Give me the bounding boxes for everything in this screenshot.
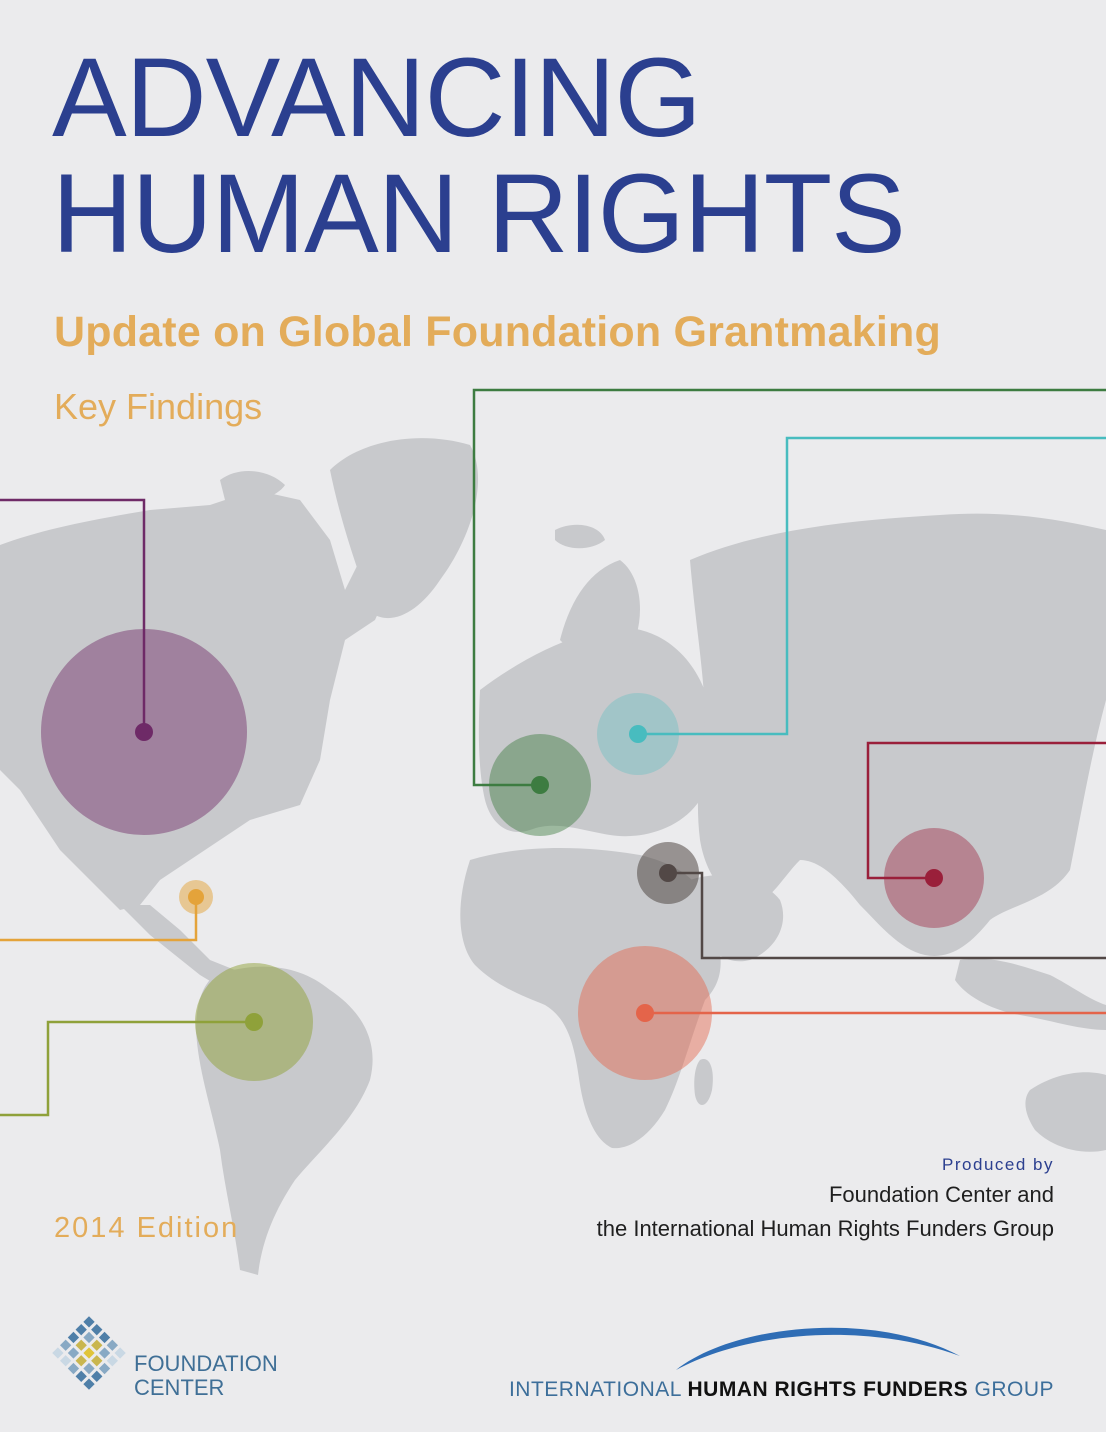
landmass-greenland — [330, 438, 479, 619]
foundation-center-line1: FOUNDATION — [134, 1351, 278, 1376]
producer-line-1: Foundation Center and — [828, 1182, 1054, 1207]
producer-line-2: the International Human Rights Funders G… — [596, 1216, 1054, 1241]
ihrfg-wordmark: INTERNATIONAL HUMAN RIGHTS FUNDERS GROUP — [509, 1378, 1054, 1402]
foundation-center-wordmark: FOUNDATION CENTER — [134, 1352, 278, 1400]
landmass-central-america — [120, 905, 245, 990]
ihrfg-bold: HUMAN RIGHTS FUNDERS — [687, 1378, 969, 1401]
report-title-line1: ADVANCING — [52, 35, 702, 160]
ihrfg-suffix: GROUP — [968, 1378, 1054, 1401]
map-landmasses — [0, 438, 1106, 1275]
landmass-arctic-islands — [220, 470, 605, 549]
produced-by-label: Produced by — [942, 1155, 1054, 1174]
producer-credits: Produced by Foundation Center and the In… — [597, 1152, 1054, 1246]
landmass-southeast-asia — [955, 958, 1106, 1030]
foundation-center-line2: CENTER — [134, 1375, 225, 1400]
report-title-line2: HUMAN RIGHTS — [52, 151, 906, 276]
region-marker-middle-east — [637, 842, 1106, 960]
region-marker-sub-saharan-africa — [578, 946, 1106, 1080]
region-marker-caribbean — [0, 880, 213, 942]
landmass-africa — [460, 848, 721, 1149]
landmass-scandinavia — [560, 560, 640, 659]
edition-label: 2014 Edition — [54, 1212, 240, 1244]
foundation-center-diamond-icon — [52, 1316, 126, 1390]
region-marker-latin-america — [0, 963, 313, 1117]
landmass-uk — [494, 691, 525, 734]
report-subtitle: Update on Global Foundation Grantmaking — [54, 308, 941, 356]
ihrfg-prefix: INTERNATIONAL — [508, 1378, 688, 1401]
landmass-madagascar — [694, 1059, 713, 1106]
ihrfg-arc-icon — [676, 1327, 960, 1370]
landmass-australia — [1025, 1072, 1106, 1152]
report-title: ADVANCING HUMAN RIGHTS — [52, 35, 906, 276]
region-marker-north-america — [0, 498, 247, 835]
region-marker-asia-pacific — [866, 741, 1106, 928]
foundation-center-logo: FOUNDATION CENTER — [52, 1316, 312, 1400]
region-marker-eastern-europe — [597, 436, 1106, 775]
landmass-asia — [690, 513, 1106, 956]
section-label: Key Findings — [54, 386, 263, 427]
region-marker-western-europe — [472, 388, 1106, 836]
landmass-north-america — [0, 490, 395, 910]
ihrfg-logo: INTERNATIONAL HUMAN RIGHTS FUNDERS GROUP — [509, 1316, 1054, 1406]
